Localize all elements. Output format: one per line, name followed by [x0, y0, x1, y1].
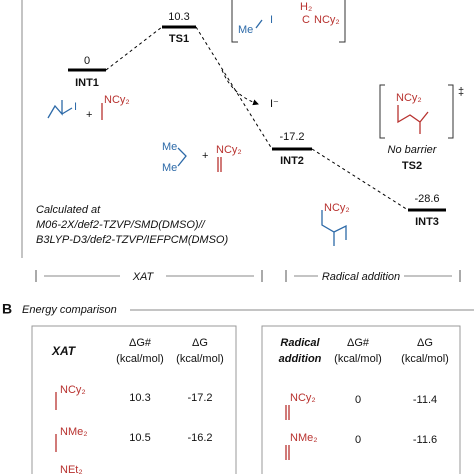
- atom: Me: [238, 24, 253, 36]
- atom: NCy₂: [396, 92, 422, 104]
- atom: NCy₂: [314, 14, 340, 26]
- bond: [321, 210, 347, 246]
- plus: +: [202, 150, 208, 162]
- plus: +: [86, 109, 92, 121]
- atom: H₂: [300, 1, 312, 13]
- level-label: TS1: [169, 33, 189, 45]
- table-header: addition: [279, 353, 322, 365]
- stage-label: Radical addition: [322, 271, 400, 283]
- table-cell: -17.2: [187, 392, 212, 404]
- atom: NCy₂: [324, 202, 350, 214]
- table-cell: -11.6: [413, 434, 437, 446]
- table-header: XAT: [51, 344, 77, 358]
- table-header: ΔG#: [347, 337, 370, 349]
- table-header: ΔG#: [129, 337, 152, 349]
- table-header: (kcal/mol): [334, 353, 382, 365]
- arrow: [221, 69, 259, 106]
- section-letter: B: [2, 301, 12, 317]
- energy: -17.2: [279, 131, 304, 143]
- connector: [311, 148, 409, 211]
- ts2-label: TS2: [402, 160, 422, 172]
- atom: I: [74, 101, 77, 113]
- table-header: (kcal/mol): [401, 353, 449, 365]
- table-cell: 0: [355, 394, 361, 406]
- table-header: Radical: [280, 337, 320, 349]
- level-label: INT3: [415, 216, 439, 228]
- dagger: ‡: [458, 86, 464, 98]
- table-cell: NMe₂: [60, 426, 88, 438]
- section-title: Energy comparison: [22, 304, 117, 316]
- atom: C: [302, 14, 310, 26]
- bond: [397, 105, 429, 134]
- ts2-note: No barrier: [388, 144, 438, 156]
- energy: 10.3: [168, 11, 189, 23]
- connector: [105, 26, 163, 71]
- level-label: INT1: [75, 77, 99, 89]
- table-header: ΔG: [192, 337, 208, 349]
- energy: 0: [84, 55, 90, 67]
- table-header: (kcal/mol): [116, 353, 164, 365]
- bond: [285, 405, 290, 460]
- table-cell: NCy₂: [290, 392, 316, 404]
- iodide: I⁻: [270, 98, 279, 110]
- atom: I: [270, 14, 273, 26]
- bracket: [231, 0, 346, 43]
- table-cell: -16.2: [187, 432, 212, 444]
- table-header: (kcal/mol): [176, 353, 224, 365]
- table-cell: 10.5: [129, 432, 150, 444]
- atom: Me: [162, 162, 177, 174]
- connector: [195, 26, 273, 150]
- method-note: M06-2X/def2-TZVP/SMD(DMSO)//: [36, 219, 206, 231]
- stage-label: XAT: [132, 271, 155, 283]
- bond: [255, 19, 263, 29]
- atom: NCy₂: [216, 144, 242, 156]
- table-box: [31, 325, 237, 474]
- table-cell: NMe₂: [290, 432, 318, 444]
- table-cell: -11.4: [413, 394, 437, 406]
- table-box: [261, 325, 461, 474]
- table-cell: 0: [355, 434, 361, 446]
- atom: NCy₂: [104, 94, 130, 106]
- atom: Me: [162, 141, 177, 153]
- table-cell: 10.3: [129, 392, 150, 404]
- table-cell: NEt₂: [60, 464, 83, 474]
- bracket: [379, 84, 454, 139]
- bond: [47, 100, 73, 119]
- level-label: INT2: [280, 155, 304, 167]
- method-note: B3LYP-D3/def2-TZVP/IEFPCM(DMSO): [36, 234, 228, 246]
- table-header: ΔG: [417, 337, 433, 349]
- method-note: Calculated at: [36, 204, 101, 216]
- stage-tick: [35, 270, 461, 282]
- bond: [217, 157, 222, 172]
- energy: -28.6: [414, 193, 439, 205]
- table-cell: NCy₂: [60, 384, 86, 396]
- bond: [177, 147, 187, 167]
